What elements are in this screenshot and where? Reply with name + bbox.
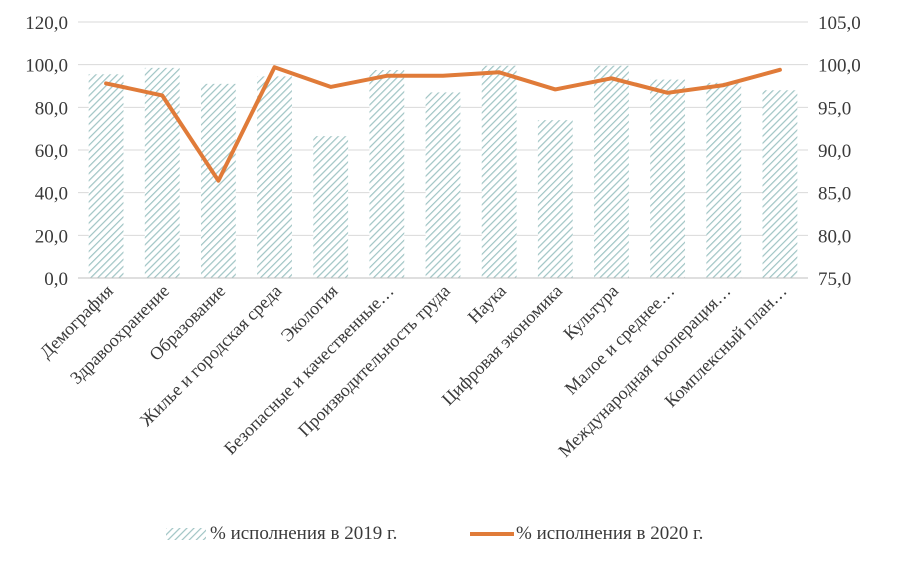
x-tick-label: Здравоохранение: [66, 281, 173, 388]
bar-2019: [369, 70, 405, 278]
bar-2019: [650, 79, 686, 278]
legend: % исполнения в 2019 г. % исполнения в 202…: [166, 523, 703, 544]
bars-layer: [88, 65, 798, 279]
legend-label-2020: % исполнения в 2020 г.: [516, 523, 703, 544]
x-tick-label: Наука: [464, 281, 510, 327]
bar-2019: [313, 136, 349, 278]
bar-2019: [537, 120, 573, 278]
y-left-tick-label: 60,0: [35, 141, 68, 162]
y-right-tick-label: 85,0: [818, 184, 851, 205]
y-left-tick-label: 40,0: [35, 184, 68, 205]
labels-layer: ДемографияЗдравоохранениеОбразованиеЖиль…: [36, 281, 791, 461]
y-left-tick-label: 80,0: [35, 98, 68, 119]
bar-2019: [594, 65, 629, 278]
y-right-tick-label: 90,0: [818, 141, 851, 162]
axis-layer: 0,0 20,0 40,0 60,0 80,0 100,0 120,0 75,0 80,0 85,…: [25, 13, 861, 290]
bar-2019: [425, 92, 461, 279]
y-right-tick-label: 100,0: [818, 56, 861, 77]
bar-2019: [144, 67, 180, 278]
bar-2019: [762, 90, 798, 279]
bar-2019: [257, 76, 292, 279]
y-left-tick-label: 100,0: [25, 56, 68, 77]
y-right-tick-label: 75,0: [818, 269, 851, 290]
line-2020: [104, 65, 782, 183]
legend-swatch-2019: [166, 528, 206, 540]
y-left-tick-label: 0,0: [44, 269, 68, 290]
bar-2019: [88, 74, 124, 279]
legend-label-2019: % исполнения в 2019 г.: [210, 523, 397, 544]
y-right-tick-label: 105,0: [818, 13, 861, 34]
y-right-tick-label: 95,0: [818, 98, 851, 119]
bar-2019: [706, 82, 742, 278]
y-right-tick-label: 80,0: [818, 226, 851, 247]
line-layer: [104, 65, 782, 183]
y-left-tick-label: 20,0: [35, 226, 68, 247]
bar-2019: [481, 65, 517, 278]
y-left-tick-label: 120,0: [25, 13, 68, 34]
